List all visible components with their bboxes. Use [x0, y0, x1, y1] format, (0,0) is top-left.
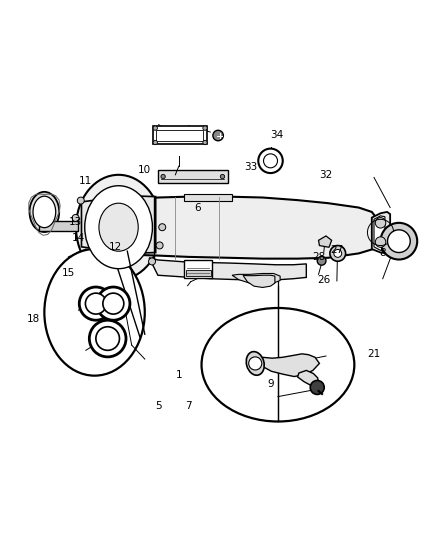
Circle shape — [159, 224, 166, 231]
Text: 11: 11 — [79, 176, 92, 187]
Bar — [184, 260, 212, 278]
Circle shape — [77, 197, 84, 204]
Polygon shape — [297, 370, 318, 386]
Text: 6: 6 — [195, 203, 201, 213]
Bar — [186, 270, 211, 276]
Circle shape — [203, 126, 207, 130]
Circle shape — [89, 320, 126, 357]
Text: 5: 5 — [155, 401, 162, 411]
Circle shape — [153, 126, 157, 130]
Polygon shape — [318, 236, 332, 247]
Circle shape — [249, 357, 262, 370]
Text: 33: 33 — [244, 163, 257, 172]
Polygon shape — [149, 258, 306, 280]
Circle shape — [220, 174, 225, 179]
Circle shape — [148, 258, 155, 265]
Ellipse shape — [99, 203, 138, 251]
Text: 13: 13 — [69, 217, 82, 227]
Circle shape — [85, 293, 106, 314]
Polygon shape — [184, 195, 232, 201]
Text: 34: 34 — [270, 130, 283, 140]
Bar — [156, 130, 203, 141]
Text: 32: 32 — [319, 170, 332, 180]
Circle shape — [330, 246, 346, 261]
Ellipse shape — [246, 352, 264, 375]
Ellipse shape — [76, 175, 161, 280]
Circle shape — [310, 381, 324, 394]
Circle shape — [375, 237, 386, 247]
Text: 27: 27 — [330, 245, 343, 255]
Polygon shape — [243, 275, 275, 287]
Text: 7: 7 — [185, 401, 192, 411]
Ellipse shape — [201, 308, 354, 422]
Circle shape — [156, 242, 163, 249]
Polygon shape — [81, 196, 155, 253]
Circle shape — [103, 293, 124, 314]
Circle shape — [388, 230, 410, 253]
Bar — [39, 221, 78, 231]
Text: 12: 12 — [109, 242, 122, 252]
Circle shape — [96, 327, 120, 350]
Polygon shape — [372, 212, 390, 253]
Circle shape — [375, 217, 386, 228]
Polygon shape — [374, 216, 385, 251]
Circle shape — [213, 130, 223, 141]
Polygon shape — [232, 273, 280, 284]
Text: 26: 26 — [317, 274, 330, 285]
Ellipse shape — [33, 196, 56, 228]
Circle shape — [258, 149, 283, 173]
Circle shape — [203, 140, 207, 144]
Polygon shape — [86, 197, 376, 259]
Ellipse shape — [85, 185, 152, 269]
Text: 18: 18 — [27, 314, 40, 324]
Circle shape — [317, 256, 326, 265]
Circle shape — [381, 223, 417, 260]
Polygon shape — [158, 171, 228, 183]
Circle shape — [72, 214, 79, 221]
Circle shape — [264, 154, 278, 168]
Text: 10: 10 — [138, 165, 152, 175]
Text: 9: 9 — [267, 379, 274, 390]
Ellipse shape — [29, 192, 59, 232]
Circle shape — [161, 174, 165, 179]
Ellipse shape — [44, 249, 145, 376]
Text: 21: 21 — [367, 349, 381, 359]
Text: 28: 28 — [312, 252, 325, 262]
Text: 8: 8 — [379, 247, 386, 257]
Circle shape — [79, 287, 113, 320]
Polygon shape — [152, 126, 207, 144]
Polygon shape — [249, 354, 319, 376]
Text: 1: 1 — [176, 370, 182, 380]
Circle shape — [153, 140, 157, 144]
Circle shape — [334, 249, 342, 257]
Text: 15: 15 — [62, 268, 75, 278]
Circle shape — [97, 287, 130, 320]
Text: 14: 14 — [72, 233, 85, 243]
